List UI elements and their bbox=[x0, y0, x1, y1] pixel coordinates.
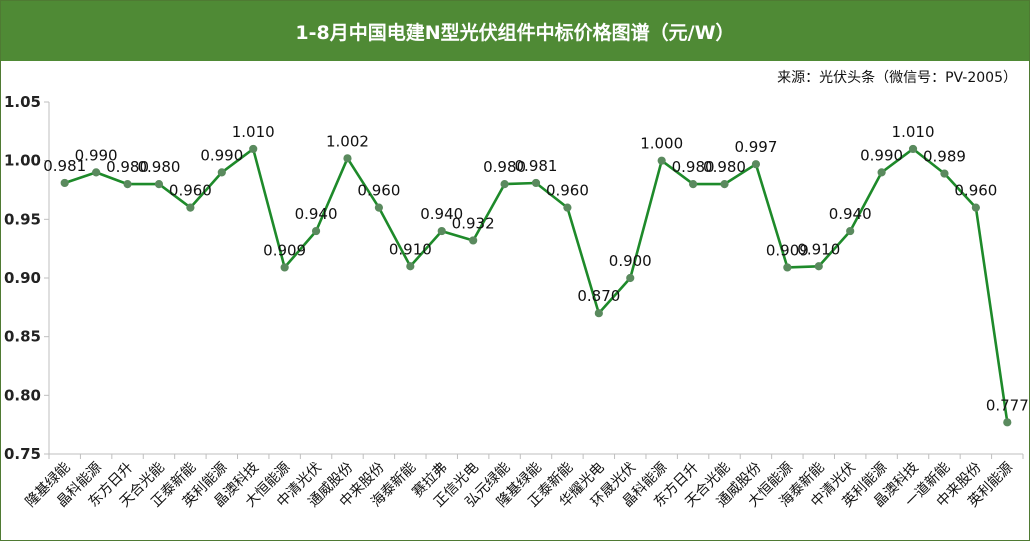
data-point bbox=[217, 168, 226, 177]
data-label: 0.960 bbox=[546, 182, 589, 200]
data-point bbox=[626, 273, 635, 283]
data-point bbox=[437, 226, 446, 236]
data-label: 0.909 bbox=[263, 241, 306, 259]
data-label: 0.990 bbox=[75, 146, 118, 164]
data-point bbox=[720, 180, 729, 189]
data-point bbox=[783, 263, 792, 272]
data-label: 0.960 bbox=[954, 182, 997, 200]
data-label: 0.980 bbox=[483, 158, 526, 176]
data-label: 1.000 bbox=[640, 135, 683, 153]
data-point bbox=[940, 169, 949, 178]
data-point bbox=[563, 203, 572, 212]
data-point bbox=[311, 226, 321, 236]
data-label: 1.002 bbox=[326, 132, 369, 150]
data-label: 0.980 bbox=[703, 158, 746, 176]
y-tick-label: 1.00 bbox=[4, 152, 41, 170]
data-label: 0.990 bbox=[200, 146, 243, 164]
data-label: 0.980 bbox=[672, 158, 715, 176]
data-point bbox=[469, 236, 478, 245]
data-label: 0.910 bbox=[389, 240, 432, 258]
y-tick-label: 0.90 bbox=[4, 269, 41, 287]
data-point bbox=[531, 178, 541, 188]
data-point bbox=[154, 180, 164, 189]
data-point bbox=[343, 154, 352, 163]
data-label: 0.960 bbox=[169, 182, 212, 200]
data-point bbox=[751, 160, 761, 169]
data-label: 0.940 bbox=[829, 205, 872, 223]
data-point bbox=[846, 226, 855, 236]
data-point bbox=[406, 262, 415, 271]
data-point bbox=[971, 203, 980, 212]
y-tick-label: 0.75 bbox=[4, 445, 41, 463]
data-point bbox=[500, 180, 509, 189]
data-label: 0.960 bbox=[357, 182, 400, 200]
data-point bbox=[92, 168, 101, 177]
data-point bbox=[1003, 418, 1012, 427]
data-label: 0.997 bbox=[734, 138, 777, 156]
data-point bbox=[249, 144, 258, 154]
data-label: 0.940 bbox=[420, 205, 463, 223]
data-point bbox=[123, 180, 132, 189]
data-label: 0.900 bbox=[609, 252, 652, 270]
y-tick-label: 0.95 bbox=[4, 210, 41, 228]
y-tick-label: 0.80 bbox=[4, 386, 41, 404]
data-label: 0.940 bbox=[295, 205, 338, 223]
data-label: 0.989 bbox=[923, 148, 966, 166]
data-point bbox=[60, 178, 69, 188]
data-point bbox=[908, 144, 918, 154]
data-label: 0.981 bbox=[43, 157, 86, 175]
data-label: 1.010 bbox=[232, 123, 275, 141]
data-label: 0.990 bbox=[860, 146, 903, 164]
data-label: 0.981 bbox=[515, 157, 558, 175]
data-point bbox=[657, 156, 666, 165]
data-label: 1.010 bbox=[892, 123, 935, 141]
data-point bbox=[280, 263, 289, 272]
data-label: 0.910 bbox=[797, 240, 840, 258]
data-label: 0.980 bbox=[106, 158, 149, 176]
y-tick-label: 0.85 bbox=[4, 328, 41, 346]
data-point bbox=[594, 309, 603, 318]
data-label: 0.909 bbox=[766, 241, 809, 259]
data-label: 0.777 bbox=[986, 396, 1029, 414]
data-point bbox=[877, 168, 886, 177]
data-label: 0.870 bbox=[577, 287, 620, 305]
data-label: 0.980 bbox=[137, 158, 180, 176]
data-point bbox=[688, 180, 698, 189]
source-note: 来源：光伏头条（微信号：PV-2005） bbox=[777, 70, 1017, 86]
data-point bbox=[186, 203, 195, 212]
data-point bbox=[374, 203, 384, 212]
title-bar: 1-8月中国电建N型光伏组件中标价格图谱（元/W） bbox=[1, 1, 1029, 61]
y-tick-label: 1.05 bbox=[4, 93, 41, 111]
data-point bbox=[814, 262, 823, 271]
chart-title: 1-8月中国电建N型光伏组件中标价格图谱（元/W） bbox=[295, 21, 735, 44]
data-label: 0.932 bbox=[452, 214, 495, 232]
